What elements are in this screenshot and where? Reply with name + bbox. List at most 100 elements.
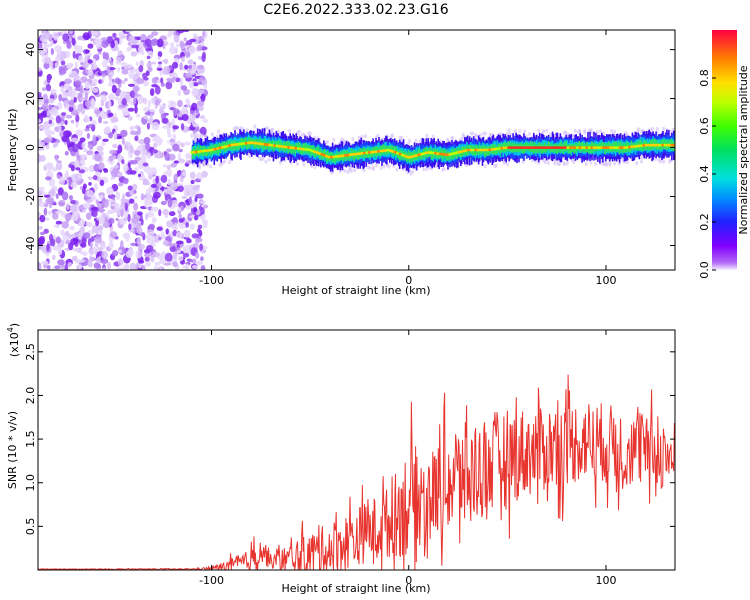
noise-point	[108, 132, 113, 139]
noise-point	[144, 38, 152, 47]
colorbar-tick-label: 0.6	[698, 117, 711, 135]
noise-point	[95, 171, 102, 176]
noise-point	[191, 117, 195, 126]
noise-point	[153, 265, 158, 270]
noise-point	[149, 88, 155, 97]
noise-point	[101, 39, 109, 48]
noise-point	[117, 144, 123, 154]
ridge-halo-point	[434, 164, 438, 169]
noise-point	[169, 243, 174, 248]
ridge-band-3	[196, 145, 199, 155]
ridge-band-3	[583, 145, 585, 153]
noise-point	[98, 194, 104, 200]
noise-point	[150, 38, 158, 46]
noise-point	[96, 145, 104, 152]
ridge-core-point	[299, 147, 303, 151]
ridge-halo-point	[640, 159, 643, 164]
ridge-core-point	[228, 144, 232, 147]
noise-point	[131, 39, 139, 44]
ridge-core-point	[353, 152, 357, 156]
noise-point	[188, 65, 193, 69]
noise-point	[163, 188, 168, 193]
noise-point	[165, 81, 173, 90]
ridge-halo-point	[308, 131, 312, 136]
ridge-halo-point	[605, 162, 609, 167]
ridge-halo-point	[278, 160, 282, 165]
noise-point	[38, 201, 46, 208]
noise-point	[127, 162, 131, 169]
noise-point	[39, 231, 46, 236]
ridge-core-point	[469, 148, 473, 152]
noise-point	[127, 107, 135, 112]
noise-point	[111, 205, 115, 210]
ridge-band-3	[370, 150, 372, 158]
ridge-band-3	[206, 149, 209, 156]
ridge-band-3	[279, 140, 282, 150]
noise-point	[107, 100, 112, 109]
noise-point	[156, 67, 163, 71]
ridge-core-point	[635, 144, 639, 148]
ridge-halo-point	[349, 168, 353, 173]
ridge-core-point	[590, 146, 594, 150]
ridge-halo-point	[431, 134, 435, 139]
noise-point	[43, 207, 48, 216]
noise-point	[117, 153, 122, 162]
noise-point	[106, 65, 110, 75]
ridge-core-point	[542, 146, 547, 150]
noise-point	[145, 261, 151, 267]
ridge-band-3	[521, 144, 523, 154]
noise-point	[64, 120, 68, 125]
noise-point	[54, 62, 59, 68]
noise-point	[142, 77, 149, 81]
ridge-band-3	[312, 149, 314, 156]
noise-point	[189, 223, 195, 230]
noise-point	[80, 108, 86, 115]
ridge-band-3	[333, 154, 336, 163]
ridge-core-point	[564, 146, 568, 150]
noise-point	[136, 236, 142, 246]
ridge-band-3	[234, 142, 236, 151]
noise-point	[70, 199, 76, 205]
noise-point	[70, 233, 78, 239]
ridge-core-point	[391, 150, 395, 153]
noise-point	[151, 84, 159, 88]
ridge-core-point	[417, 153, 421, 157]
noise-point	[137, 160, 145, 170]
x-tick-label: 100	[595, 274, 616, 287]
noise-point	[156, 38, 164, 48]
noise-point	[155, 175, 159, 184]
ridge-core-point	[249, 141, 253, 145]
ridge-core-point	[613, 146, 618, 150]
ridge-core-point	[571, 146, 575, 150]
noise-point	[164, 252, 173, 262]
noise-point	[147, 44, 153, 51]
noise-point	[100, 114, 108, 119]
ridge-core-point	[367, 151, 371, 154]
noise-point	[183, 141, 191, 146]
noise-point	[170, 199, 179, 208]
noise-point	[95, 199, 100, 205]
ridge-halo-point	[193, 134, 197, 139]
noise-point	[68, 163, 73, 168]
ridge-core-point	[360, 151, 364, 155]
ridge-halo-point	[573, 128, 577, 133]
ridge-halo-point	[215, 134, 219, 139]
noise-point	[79, 250, 84, 255]
noise-point	[122, 217, 128, 222]
noise-point	[176, 249, 182, 254]
noise-point	[87, 59, 93, 64]
ridge-core-point	[348, 153, 352, 157]
noise-point	[41, 103, 49, 110]
ridge-halo-point	[442, 166, 446, 171]
ridge-core-point	[665, 143, 670, 147]
colorbar-gradient	[712, 30, 737, 270]
ridge-core-point	[495, 147, 499, 151]
ridge-halo-point	[379, 166, 383, 170]
noise-point	[200, 265, 206, 270]
ridge-core-point	[528, 146, 532, 150]
ridge-halo-point	[602, 131, 606, 136]
ridge-band-3	[670, 138, 672, 148]
noise-point	[109, 149, 117, 155]
noise-point	[44, 56, 51, 64]
ridge-band-3	[377, 149, 379, 157]
